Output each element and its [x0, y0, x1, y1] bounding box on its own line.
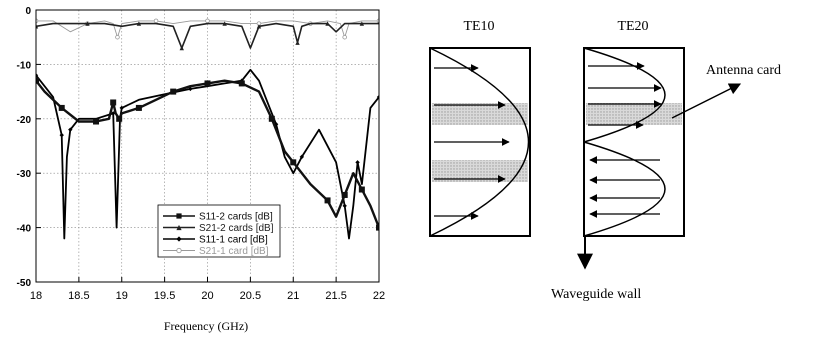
- te10-outline: [429, 47, 531, 237]
- waveguide-wall-label: Waveguide wall: [551, 287, 641, 302]
- te20-card-band: [586, 103, 682, 125]
- s-parameter-chart: 18 18.5 19 19.5 20 20.5 21 21.5 22 0 -10 -20 -30 -40 -…: [17, 6, 386, 333]
- te10-field-arrows: [434, 64, 510, 220]
- data-point: [59, 132, 64, 138]
- data-point: [238, 80, 245, 87]
- x-tick-label: 22: [373, 290, 385, 302]
- antenna-card-pointer: [671, 83, 742, 119]
- series-3: [36, 68, 379, 240]
- data-point: [116, 115, 123, 122]
- data-point: [153, 18, 159, 24]
- te20-field-arrows: [588, 62, 662, 218]
- series-line: [36, 68, 379, 240]
- legend-label: S11-2 cards [dB]: [199, 212, 273, 223]
- data-point: [268, 115, 275, 122]
- data-point: [115, 34, 120, 40]
- data-point: [36, 24, 39, 29]
- antenna-card-label: Antenna card: [706, 63, 781, 78]
- data-point: [110, 99, 117, 106]
- te20-label: TE20: [617, 19, 648, 34]
- data-point: [58, 104, 65, 111]
- data-point: [342, 34, 347, 40]
- y-tick-label: -10: [17, 60, 32, 71]
- data-point: [204, 80, 211, 87]
- data-point: [85, 21, 90, 26]
- legend-label: S21-1 card [dB]: [199, 246, 269, 257]
- legend: S11-2 cards [dB]S21-2 cards [dB]S11-1 ca…: [157, 204, 281, 258]
- axis-ticks: 18 18.5 19 19.5 20 20.5 21 21.5 22 0 -10 -20 -30 -40 -…: [17, 6, 386, 302]
- x-tick-label: 21.5: [325, 290, 346, 302]
- data-point: [68, 127, 73, 132]
- y-tick-label: -50: [17, 278, 32, 289]
- data-point: [359, 21, 365, 26]
- data-point: [93, 118, 100, 125]
- te20-waveguide: [583, 47, 685, 237]
- legend-label: S21-2 cards [dB]: [199, 223, 274, 234]
- te20-field-curve-upper: [583, 47, 666, 143]
- y-tick-label: -40: [17, 224, 32, 235]
- data-point: [222, 21, 227, 26]
- data-point: [36, 77, 39, 84]
- te20-field-curve-lower: [583, 141, 666, 237]
- data-point: [341, 191, 348, 198]
- legend-entry: S21-2 cards [dB]: [163, 223, 274, 234]
- x-tick-label: 20.5: [240, 290, 261, 302]
- series-layer: [36, 18, 379, 240]
- data-point: [176, 236, 182, 242]
- data-point: [36, 73, 39, 78]
- x-tick-label: 18: [30, 290, 42, 302]
- data-point: [324, 197, 331, 204]
- mode-diagram: TE10 TE20 Antenna card Waveguide wall: [429, 19, 781, 302]
- data-point: [135, 104, 142, 111]
- data-point: [325, 21, 330, 26]
- x-tick-label: 21: [287, 290, 299, 302]
- data-point: [358, 186, 365, 193]
- x-tick-label: 18.5: [68, 290, 89, 302]
- series-2: [36, 21, 379, 51]
- series-1: [36, 77, 379, 231]
- data-point: [179, 45, 184, 51]
- x-tick-label: 19: [116, 290, 128, 302]
- legend-entry: S21-1 card [dB]: [163, 246, 269, 257]
- series-line: [36, 22, 379, 49]
- data-point: [205, 18, 210, 24]
- te10-label: TE10: [463, 19, 494, 34]
- te20-outline: [583, 47, 685, 237]
- data-point: [273, 122, 279, 127]
- data-point: [355, 160, 360, 165]
- legend-items: S11-2 cards [dB]S21-2 cards [dB]S11-1 ca…: [163, 212, 274, 257]
- legend-label: S11-1 card [dB]: [199, 235, 268, 246]
- data-point: [176, 224, 182, 231]
- data-point: [136, 21, 142, 26]
- x-axis-label: Frequency (GHz): [164, 319, 248, 333]
- x-tick-label: 19.5: [154, 290, 175, 302]
- y-tick-label: -20: [17, 115, 32, 126]
- te10-waveguide: [429, 47, 531, 237]
- data-point: [376, 224, 379, 231]
- y-tick-label: 0: [25, 6, 31, 17]
- data-point: [119, 105, 124, 111]
- data-point: [376, 94, 379, 100]
- data-point: [299, 154, 305, 160]
- data-point: [256, 24, 262, 29]
- series-4: [36, 18, 379, 40]
- te10-field-curve: [429, 47, 529, 237]
- data-point: [295, 40, 300, 45]
- legend-entry: S11-1 card [dB]: [163, 235, 268, 246]
- data-point: [176, 247, 182, 254]
- x-tick-label: 20: [201, 290, 213, 302]
- data-point: [176, 213, 182, 219]
- data-point: [290, 159, 297, 166]
- y-tick-label: -30: [17, 169, 32, 180]
- legend-entry: S11-2 cards [dB]: [163, 212, 273, 223]
- data-point: [170, 88, 177, 95]
- data-point: [342, 203, 347, 209]
